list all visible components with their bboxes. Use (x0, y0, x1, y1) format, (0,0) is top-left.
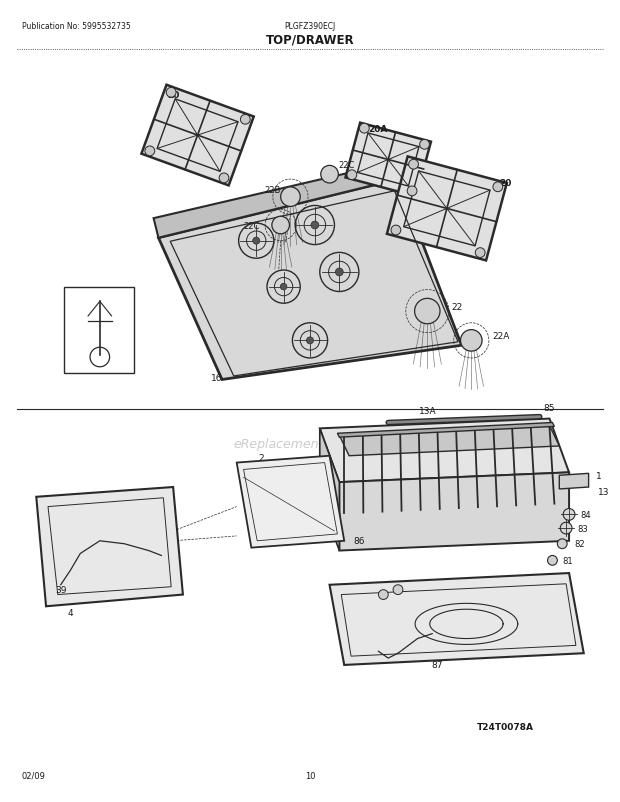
Circle shape (306, 338, 314, 345)
Text: 22C: 22C (243, 221, 260, 230)
Circle shape (335, 269, 343, 277)
Circle shape (219, 174, 229, 184)
Circle shape (420, 140, 430, 150)
Circle shape (493, 183, 503, 192)
Circle shape (145, 147, 155, 156)
Text: 39: 39 (55, 585, 66, 594)
Text: 87: 87 (432, 661, 443, 670)
Text: 20A: 20A (369, 124, 388, 134)
Polygon shape (320, 429, 339, 551)
Circle shape (347, 171, 356, 180)
Circle shape (272, 217, 290, 234)
Text: 81: 81 (562, 556, 573, 565)
Text: 20: 20 (167, 91, 179, 99)
Text: 2: 2 (259, 454, 264, 463)
Text: 83: 83 (578, 524, 588, 533)
Circle shape (560, 523, 572, 534)
Circle shape (241, 115, 250, 125)
Circle shape (281, 188, 300, 207)
Text: 22C: 22C (338, 160, 355, 170)
Text: 4: 4 (68, 608, 73, 617)
Circle shape (378, 590, 388, 600)
Text: 22: 22 (451, 302, 463, 311)
Circle shape (563, 509, 575, 520)
Text: T24T0078A: T24T0078A (477, 722, 534, 731)
Text: 20: 20 (499, 178, 511, 188)
Text: 1: 1 (596, 472, 601, 480)
Polygon shape (237, 456, 344, 548)
Polygon shape (154, 164, 398, 238)
Text: 13A: 13A (418, 407, 436, 415)
Text: Publication No: 5995532735: Publication No: 5995532735 (22, 22, 130, 31)
Polygon shape (337, 423, 554, 438)
Circle shape (166, 88, 176, 98)
Polygon shape (330, 573, 583, 665)
Text: eReplacementParts.com: eReplacementParts.com (234, 437, 386, 450)
Polygon shape (387, 157, 507, 261)
Text: 84: 84 (581, 510, 591, 519)
Polygon shape (141, 86, 254, 186)
Circle shape (461, 330, 482, 352)
Text: 16: 16 (211, 374, 223, 383)
Polygon shape (345, 124, 431, 197)
Circle shape (360, 124, 370, 134)
Text: 10: 10 (305, 771, 315, 780)
Polygon shape (339, 426, 559, 456)
Circle shape (280, 284, 287, 290)
Polygon shape (559, 474, 588, 489)
Circle shape (409, 160, 419, 170)
Text: 85: 85 (544, 404, 556, 413)
Circle shape (311, 222, 319, 229)
Circle shape (253, 238, 260, 245)
FancyBboxPatch shape (64, 287, 134, 373)
Polygon shape (320, 419, 569, 483)
Text: PLGFZ390ECJ: PLGFZ390ECJ (285, 22, 335, 31)
Circle shape (476, 249, 485, 258)
Text: 88: 88 (76, 293, 88, 302)
Text: TOP/DRAWER: TOP/DRAWER (266, 34, 354, 47)
Polygon shape (339, 472, 569, 551)
Circle shape (547, 556, 557, 565)
Text: 13: 13 (598, 488, 609, 496)
Circle shape (415, 299, 440, 324)
Text: 86: 86 (353, 537, 365, 545)
Circle shape (407, 187, 417, 196)
Polygon shape (37, 488, 183, 606)
Text: 02/09: 02/09 (22, 771, 45, 780)
Polygon shape (159, 180, 461, 380)
Circle shape (321, 166, 339, 184)
Text: 22A: 22A (492, 331, 509, 341)
Text: 82: 82 (574, 540, 585, 549)
Circle shape (391, 226, 401, 236)
Circle shape (557, 539, 567, 549)
Text: 22B: 22B (265, 186, 281, 195)
Circle shape (393, 585, 403, 595)
